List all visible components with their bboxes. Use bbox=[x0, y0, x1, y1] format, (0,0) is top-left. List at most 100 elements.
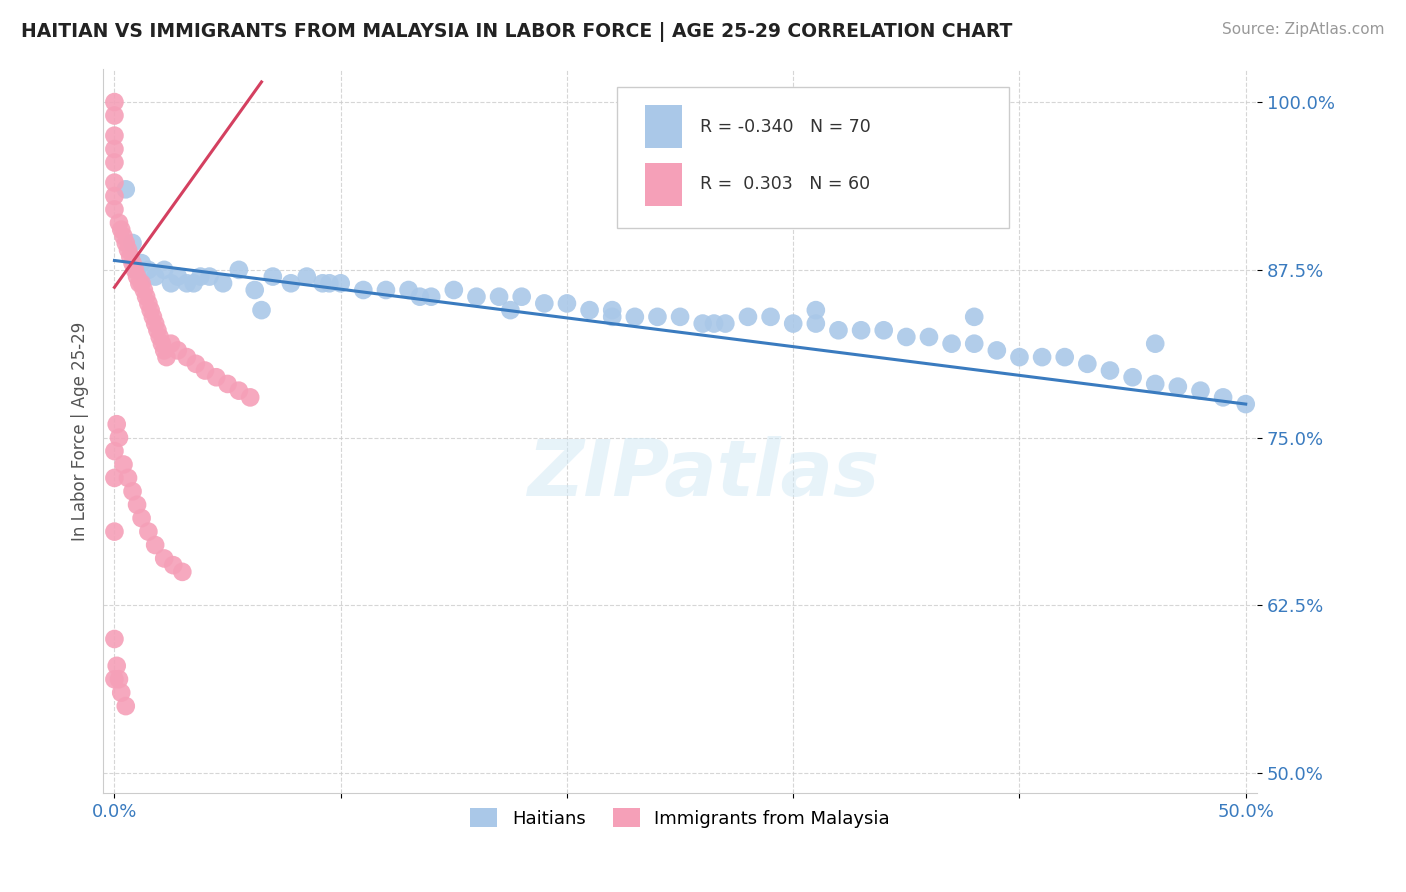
Point bbox=[138, 524, 160, 539]
Point bbox=[692, 317, 714, 331]
Point bbox=[114, 235, 136, 250]
Point bbox=[103, 524, 125, 539]
Point bbox=[135, 290, 157, 304]
Point bbox=[103, 632, 125, 646]
Point bbox=[217, 376, 239, 391]
Point bbox=[443, 283, 465, 297]
Point bbox=[160, 336, 183, 351]
Point bbox=[105, 658, 128, 673]
Point bbox=[121, 256, 143, 270]
Point bbox=[375, 283, 398, 297]
Point bbox=[139, 303, 162, 318]
Point bbox=[103, 142, 125, 156]
Point bbox=[488, 290, 510, 304]
Point bbox=[896, 330, 918, 344]
Point bbox=[132, 283, 155, 297]
Y-axis label: In Labor Force | Age 25-29: In Labor Force | Age 25-29 bbox=[72, 321, 89, 541]
Point bbox=[262, 269, 284, 284]
Point bbox=[153, 551, 176, 566]
Point bbox=[114, 182, 136, 196]
Point bbox=[112, 229, 135, 244]
Text: ZIPatlas: ZIPatlas bbox=[527, 436, 879, 512]
Point bbox=[125, 498, 148, 512]
Point bbox=[1008, 350, 1031, 364]
Point bbox=[205, 370, 228, 384]
Point bbox=[103, 95, 125, 109]
Point bbox=[166, 269, 188, 284]
Point bbox=[782, 317, 804, 331]
Point bbox=[153, 263, 176, 277]
Point bbox=[103, 444, 125, 458]
Text: Source: ZipAtlas.com: Source: ZipAtlas.com bbox=[1222, 22, 1385, 37]
Point bbox=[737, 310, 759, 324]
Point bbox=[918, 330, 941, 344]
Point bbox=[103, 471, 125, 485]
Text: R =  0.303   N = 60: R = 0.303 N = 60 bbox=[700, 176, 870, 194]
Point bbox=[114, 699, 136, 714]
Point bbox=[1167, 379, 1189, 393]
Point bbox=[176, 350, 198, 364]
Point bbox=[172, 565, 194, 579]
Point bbox=[873, 323, 896, 337]
Point bbox=[624, 310, 647, 324]
Point bbox=[804, 303, 827, 318]
Point bbox=[1144, 336, 1167, 351]
Text: HAITIAN VS IMMIGRANTS FROM MALAYSIA IN LABOR FORCE | AGE 25-29 CORRELATION CHART: HAITIAN VS IMMIGRANTS FROM MALAYSIA IN L… bbox=[21, 22, 1012, 42]
Point bbox=[555, 296, 578, 310]
Point bbox=[110, 222, 132, 236]
Point bbox=[103, 672, 125, 686]
Point bbox=[142, 310, 165, 324]
Point bbox=[103, 176, 125, 190]
Point bbox=[963, 336, 986, 351]
Point bbox=[150, 336, 173, 351]
Point bbox=[600, 310, 623, 324]
Point bbox=[166, 343, 188, 358]
Point bbox=[124, 263, 146, 277]
Point bbox=[1122, 370, 1144, 384]
Point bbox=[105, 417, 128, 432]
FancyBboxPatch shape bbox=[645, 162, 682, 206]
Point bbox=[804, 317, 827, 331]
Point bbox=[311, 277, 333, 291]
Point bbox=[112, 458, 135, 472]
Point bbox=[162, 558, 184, 573]
Point bbox=[398, 283, 420, 297]
Point bbox=[849, 323, 872, 337]
Point bbox=[1098, 363, 1121, 377]
Point bbox=[352, 283, 374, 297]
Point bbox=[499, 303, 522, 318]
Point bbox=[600, 303, 623, 318]
Point bbox=[212, 277, 235, 291]
Point bbox=[1189, 384, 1212, 398]
Point bbox=[1053, 350, 1076, 364]
FancyBboxPatch shape bbox=[645, 104, 682, 148]
Point bbox=[669, 310, 692, 324]
Point bbox=[103, 202, 125, 217]
Point bbox=[143, 317, 166, 331]
Point bbox=[194, 363, 217, 377]
Point bbox=[117, 243, 139, 257]
Point bbox=[103, 108, 125, 122]
Point bbox=[1031, 350, 1053, 364]
Point bbox=[1234, 397, 1257, 411]
Point bbox=[103, 155, 125, 169]
Point bbox=[986, 343, 1008, 358]
Point bbox=[409, 290, 432, 304]
Point bbox=[533, 296, 555, 310]
Point bbox=[941, 336, 963, 351]
Point bbox=[714, 317, 737, 331]
Point bbox=[110, 686, 132, 700]
Point bbox=[280, 277, 302, 291]
Point bbox=[131, 511, 153, 525]
Point bbox=[1076, 357, 1098, 371]
Point bbox=[131, 256, 153, 270]
Point bbox=[143, 538, 166, 552]
Point bbox=[759, 310, 782, 324]
Point bbox=[703, 317, 725, 331]
Point bbox=[295, 269, 318, 284]
Point bbox=[120, 249, 142, 263]
Point bbox=[160, 277, 183, 291]
Point bbox=[465, 290, 488, 304]
Point bbox=[108, 672, 131, 686]
Point bbox=[149, 330, 172, 344]
